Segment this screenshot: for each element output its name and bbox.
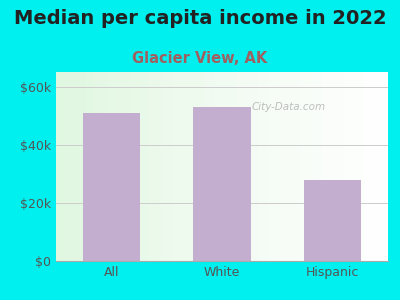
Text: Median per capita income in 2022: Median per capita income in 2022 [14, 9, 386, 28]
Bar [304, 180, 362, 261]
Bar [193, 107, 251, 261]
Bar [82, 113, 140, 261]
Text: Glacier View, AK: Glacier View, AK [132, 51, 268, 66]
Text: City-Data.com: City-Data.com [251, 102, 326, 112]
